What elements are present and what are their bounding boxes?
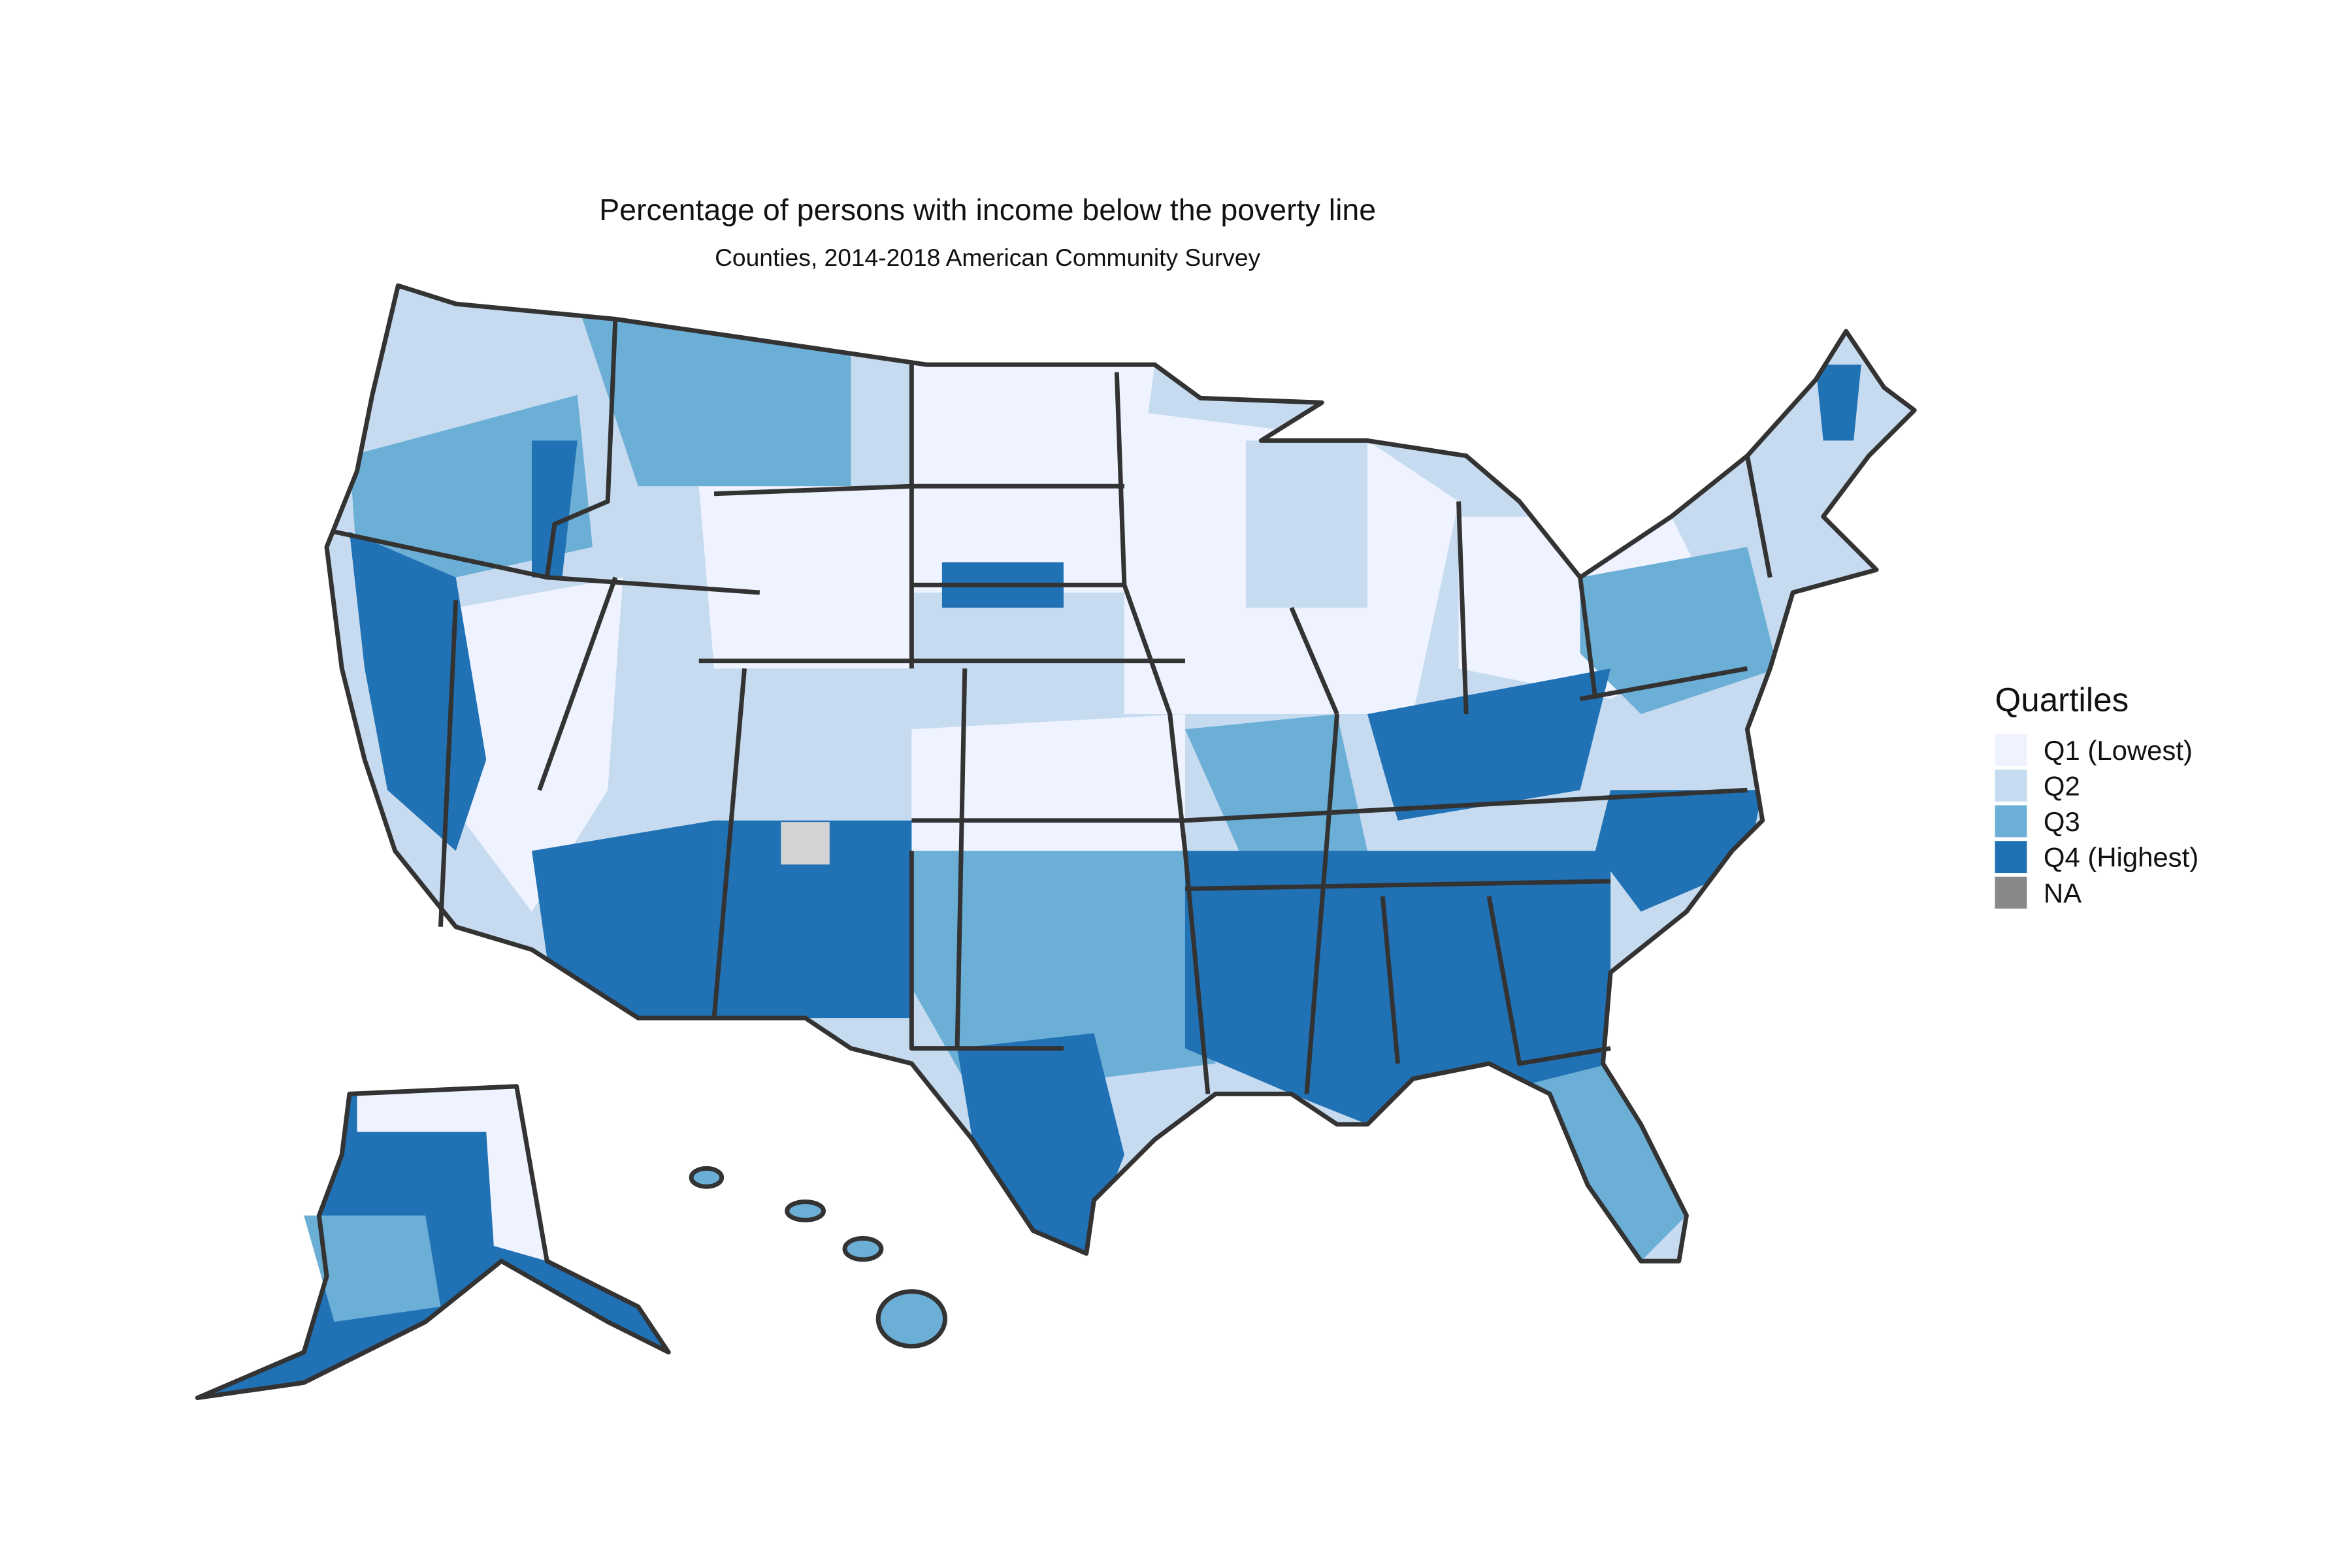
state-border <box>1579 666 1748 702</box>
regions <box>349 304 1861 1262</box>
region <box>911 365 1155 593</box>
state-border <box>537 576 618 791</box>
region <box>304 1215 441 1322</box>
region <box>531 820 715 1019</box>
region <box>1245 440 1368 608</box>
state-border <box>333 529 760 595</box>
island <box>875 1289 948 1348</box>
region <box>1816 365 1861 441</box>
region <box>197 1086 669 1398</box>
region <box>911 851 1216 1094</box>
island <box>842 1235 884 1262</box>
region <box>486 1132 547 1262</box>
region <box>1595 790 1763 912</box>
legend-swatch <box>1995 841 2027 874</box>
state-border <box>1456 501 1469 715</box>
country-border <box>324 283 1917 1264</box>
legend-label: Q4 (Highest) <box>2044 842 2198 873</box>
legend-swatch <box>1995 805 2027 838</box>
region <box>1184 851 1611 1124</box>
region <box>957 1033 1124 1254</box>
region <box>714 820 912 1019</box>
legend-label: Q1 (Lowest) <box>2044 735 2193 766</box>
region <box>1519 1033 1687 1262</box>
state-border <box>909 851 1064 1051</box>
legend-swatch <box>1995 769 2027 802</box>
map <box>195 283 1917 1401</box>
state-border <box>438 600 459 927</box>
state-border <box>711 668 747 1019</box>
region-na <box>781 822 830 865</box>
state-border <box>1289 606 1339 715</box>
legend-swatch <box>1995 876 2027 909</box>
region <box>349 531 487 851</box>
state-border <box>195 1084 671 1401</box>
state-border <box>1486 896 1611 1066</box>
map-title: Percentage of persons with income below … <box>599 193 1376 227</box>
legend-label: Q2 <box>2044 770 2080 801</box>
legend-swatch <box>1995 734 2027 766</box>
legend-title: Quartiles <box>1995 681 2129 718</box>
island <box>785 1200 826 1222</box>
legend-label: Q3 <box>2044 806 2080 837</box>
island <box>689 1166 725 1189</box>
region <box>1184 714 1368 866</box>
region <box>911 714 1185 851</box>
region <box>357 1086 525 1132</box>
map-subtitle: Counties, 2014-2018 American Community S… <box>715 244 1260 271</box>
state-border <box>1380 896 1401 1064</box>
region <box>440 577 623 912</box>
region <box>577 304 851 487</box>
state-border <box>911 787 1748 823</box>
legend: Quartiles Q1 (Lowest) Q2 Q3 Q4 (Highest) NA <box>1995 681 2198 909</box>
state-border <box>1578 577 1598 700</box>
state-border <box>713 483 1124 497</box>
region <box>698 486 912 669</box>
legend-label: NA <box>2044 877 2082 908</box>
state-border <box>1304 713 1339 1094</box>
state-border <box>544 319 618 578</box>
state-border <box>1744 455 1772 578</box>
state-border <box>955 668 968 1049</box>
state-border <box>1114 372 1211 1094</box>
region <box>1367 668 1611 821</box>
state-border <box>1184 879 1611 891</box>
